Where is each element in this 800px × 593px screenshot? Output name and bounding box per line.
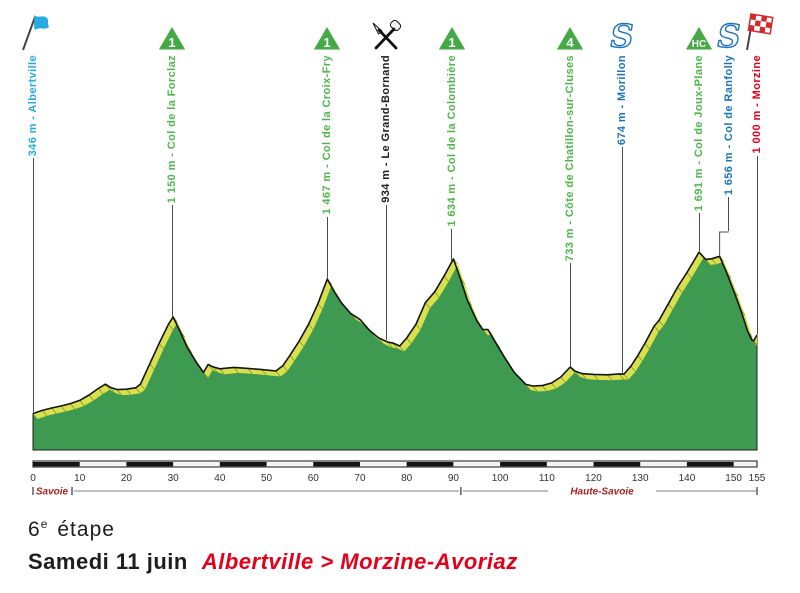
- marker-leader-line: [756, 155, 758, 334]
- climb-marker: 346 m - Albertville: [14, 12, 52, 413]
- start-flag-icon: [22, 15, 49, 51]
- feed-zone-icon: [372, 20, 402, 50]
- marker-leader-line: [451, 228, 453, 261]
- km-tick-label: 20: [121, 473, 133, 484]
- marker-leader-line: [326, 216, 328, 278]
- marker-label: 1 691 m - Col de Joux-Plane: [693, 55, 706, 212]
- category-4-icon: 4: [555, 25, 586, 51]
- km-tick-label: 80: [401, 473, 413, 484]
- climb-marker: HC 1 691 m - Col de Joux-Plane: [681, 12, 717, 252]
- km-tick-label: 155: [749, 473, 766, 484]
- sprint-icon: S: [716, 20, 741, 52]
- marker-icon: S: [713, 12, 745, 52]
- category-1-icon: 1: [312, 25, 343, 51]
- svg-text:1: 1: [169, 35, 176, 50]
- marker-label: 733 m - Côte de Chatillon-sur-Cluses: [564, 55, 577, 262]
- category-1-icon: 1: [157, 25, 188, 51]
- marker-leader-line: [385, 204, 387, 341]
- category-1-icon: 1: [437, 25, 467, 51]
- km-tick-label: 130: [632, 473, 649, 484]
- category-HC-icon: HC: [684, 25, 714, 51]
- marker-label: 1 150 m - Col de la Forclaz: [166, 55, 179, 204]
- svg-text:S: S: [610, 20, 633, 52]
- marker-icon: [370, 12, 402, 52]
- stage-route: Albertville > Morzine-Avoriaz: [201, 549, 518, 574]
- marker-label: 1 000 m - Morzine: [751, 55, 763, 154]
- stage-number: 6: [28, 518, 41, 541]
- climb-marker: S 674 m - Morillon: [604, 12, 640, 374]
- km-tick-label: 60: [308, 473, 320, 484]
- elevation-chart: 0 10 20 30 40 50 60 70 80 90 100 110 120 130 140 150 155…: [14, 12, 775, 498]
- marker-layer: 346 m - Albertville 1 1 150 m - Col de l…: [14, 12, 775, 413]
- marker-label: 934 m - Le Grand-Bornand: [380, 55, 393, 203]
- svg-text:4: 4: [567, 35, 575, 50]
- km-tick-label: 10: [74, 473, 86, 484]
- climb-marker: 1 000 m - Morzine: [739, 12, 775, 334]
- climb-marker: 1 1 150 m - Col de la Forclaz: [154, 12, 190, 318]
- marker-label: 674 m - Morillon: [616, 55, 628, 146]
- stage-subtitle: Samedi 11 juin Albertville > Morzine-Avor…: [28, 549, 518, 575]
- marker-icon: 1: [437, 12, 467, 52]
- stage-caption: 6e étape Samedi 11 juin Albertville > Morz…: [28, 517, 518, 575]
- region-label-haute-savoie: Haute-Savoie: [570, 487, 634, 498]
- km-tick-label: 50: [261, 473, 273, 484]
- stage-date: Samedi 11 juin: [28, 549, 188, 574]
- climb-marker: 1 1 467 m - Col de la Croix-Fry: [309, 12, 345, 278]
- km-tick-label: 150: [725, 473, 742, 484]
- stage-number-sup: e: [40, 517, 49, 531]
- profile-plot: 0 10 20 30 40 50 60 70 80 90 100 110 120 130 140 150 155…: [30, 231, 766, 498]
- marker-label: 1 467 m - Col de la Croix-Fry: [321, 55, 334, 215]
- climb-marker: 4 733 m - Côte de Chatillon-sur-Cluses: [552, 12, 588, 367]
- marker-leader-elbow: [719, 231, 729, 256]
- stage-word: étape: [57, 518, 115, 541]
- finish-flag-icon: [746, 13, 774, 51]
- marker-icon: S: [606, 12, 638, 52]
- km-tick-label: 0: [30, 473, 36, 484]
- km-tick-label: 30: [168, 473, 180, 484]
- marker-leader-line: [698, 213, 700, 252]
- marker-leader-line: [569, 263, 571, 367]
- climb-marker: S 1 656 m - Col de Ranfolly: [711, 12, 747, 231]
- marker-label: 346 m - Albertville: [27, 55, 39, 157]
- km-tick-label: 120: [585, 473, 602, 484]
- sprint-icon: S: [610, 20, 635, 52]
- km-tick-label: 100: [492, 473, 509, 484]
- climb-marker: 934 m - Le Grand-Bornand: [368, 12, 404, 341]
- svg-text:S: S: [717, 20, 740, 52]
- km-tick-label: 140: [679, 473, 696, 484]
- marker-icon: 1: [312, 12, 343, 52]
- marker-leader-line: [621, 147, 623, 374]
- marker-leader-line: [171, 205, 173, 318]
- marker-icon: [737, 12, 777, 52]
- marker-icon: HC: [684, 12, 714, 52]
- svg-text:HC: HC: [692, 39, 706, 50]
- marker-icon: [14, 12, 52, 52]
- climb-marker: 1 1 634 m - Col de la Colombière: [434, 12, 470, 261]
- km-tick-label: 40: [214, 473, 226, 484]
- km-tick-label: 110: [539, 473, 555, 484]
- marker-label: 1 634 m - Col de la Colombière: [445, 55, 458, 227]
- profile-top-line: [32, 251, 758, 415]
- marker-icon: 4: [555, 12, 586, 52]
- marker-icon: 1: [157, 12, 188, 52]
- svg-text:1: 1: [448, 35, 455, 50]
- marker-leader-line: [728, 197, 730, 231]
- km-tick-label: 70: [354, 473, 366, 484]
- svg-text:1: 1: [324, 35, 331, 50]
- stage-title: 6e étape: [28, 517, 518, 542]
- marker-label: 1 656 m - Col de Ranfolly: [722, 55, 735, 196]
- region-label-savoie: Savoie: [36, 487, 69, 498]
- marker-leader-line: [32, 158, 34, 413]
- km-tick-label: 90: [448, 473, 460, 484]
